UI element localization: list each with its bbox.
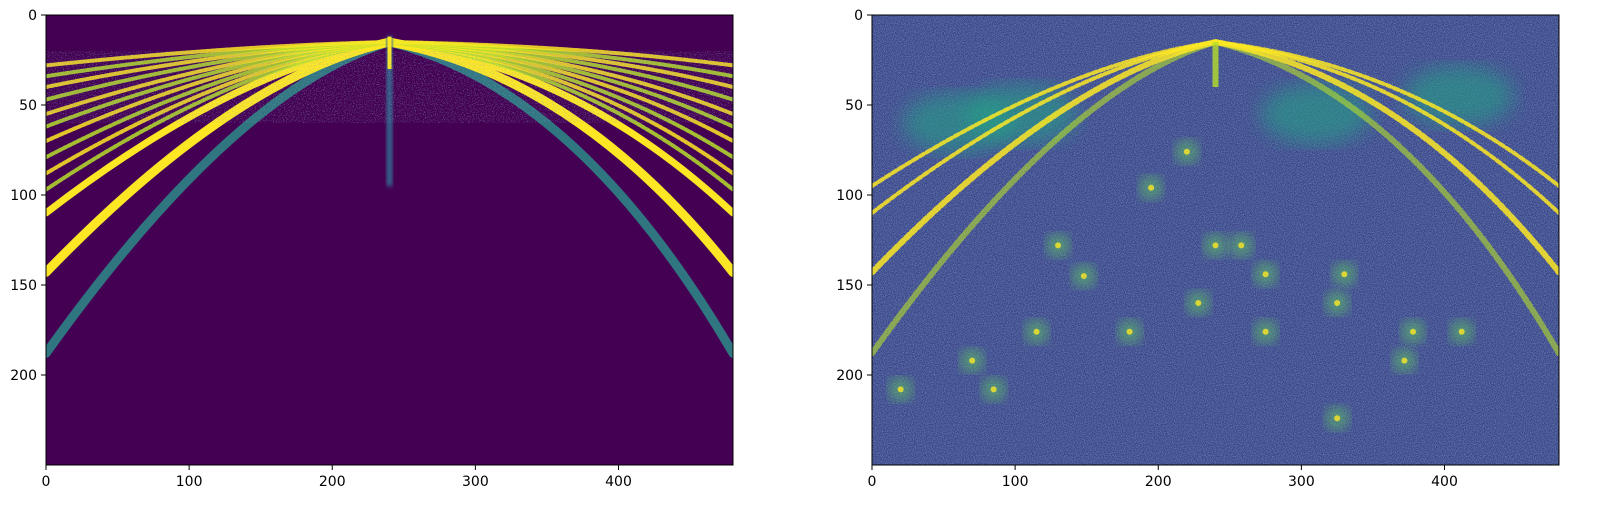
y-tick-label: 50 [19,98,37,114]
x-tick-label: 200 [319,474,346,490]
blob-core-17 [1334,415,1341,422]
y-tick-label: 200 [10,368,37,384]
x-tick-label: 200 [1145,474,1172,490]
axes-frame-left [45,14,734,466]
blob-core-4 [1126,328,1133,335]
blob-core-7 [1195,300,1202,306]
noise-speckle [46,51,733,123]
x-axis-right: 0 100 200 300 400 [868,465,1458,490]
heatmap-image-right [872,15,1559,465]
blob-core-10 [1262,271,1269,278]
blob-core-13 [1341,271,1348,278]
x-tick-label: 100 [1002,474,1029,490]
y-tick-label: 150 [10,278,37,294]
y-tick-label: 150 [836,278,863,294]
x-tick-label: 0 [868,474,877,490]
blob-core-9 [1238,242,1245,249]
x-tick-label: 0 [42,474,51,490]
blob-core-19 [1033,328,1040,335]
x-tick-label: 400 [605,474,632,490]
blob-core-6 [1183,148,1190,155]
blob-core-15 [1410,328,1417,335]
y-tick-label: 0 [854,8,863,24]
bright-patch-3 [1403,66,1514,126]
y-tick-label: 100 [10,188,37,204]
x-tick-label: 300 [1288,474,1315,490]
blob-core-16 [1458,328,1465,335]
blob-core-1 [969,357,976,364]
blob-core-0 [990,386,997,393]
blob-core-3 [1080,273,1087,279]
x-tick-label: 300 [462,474,489,490]
y-tick-label: 0 [28,8,37,24]
axes-frame-right [871,14,1560,466]
blob-core-11 [1262,328,1269,335]
blob-core-18 [897,386,904,393]
y-axis-left: 0 50 100 150 200 [10,8,46,384]
center-spike [1212,42,1219,87]
y-tick-label: 100 [836,188,863,204]
x-axis-left: 0 100 200 300 400 [42,465,632,490]
heatmap-panel-right: 0 100 200 300 400 0 50 100 150 200 [836,8,1560,490]
heatmap-panel-left: 0 100 200 300 400 0 50 100 150 200 [10,8,734,490]
heatmap-image-left [46,15,733,465]
blob-core-5 [1148,184,1155,191]
y-tick-label: 200 [836,368,863,384]
x-tick-label: 100 [176,474,203,490]
x-tick-label: 400 [1431,474,1458,490]
y-axis-right: 0 50 100 150 200 [836,8,872,384]
blob-core-12 [1334,300,1341,306]
y-tick-label: 50 [845,98,863,114]
blob-core-2 [1055,242,1062,249]
blob-core-8 [1212,242,1219,249]
blob-core-14 [1401,357,1408,364]
